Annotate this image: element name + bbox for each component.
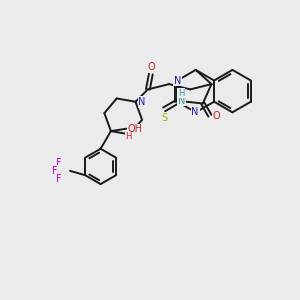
Text: H: H <box>178 88 184 98</box>
Text: OH: OH <box>128 124 142 134</box>
Text: N: N <box>191 107 199 117</box>
Text: F: F <box>56 158 62 168</box>
Text: O: O <box>213 111 220 121</box>
Text: H: H <box>125 133 132 142</box>
Text: O: O <box>148 62 155 72</box>
Text: F: F <box>56 174 62 184</box>
Text: N: N <box>178 96 185 106</box>
Text: N: N <box>174 76 181 85</box>
Text: N: N <box>138 97 146 107</box>
Text: S: S <box>161 112 167 123</box>
Text: F: F <box>52 166 58 176</box>
